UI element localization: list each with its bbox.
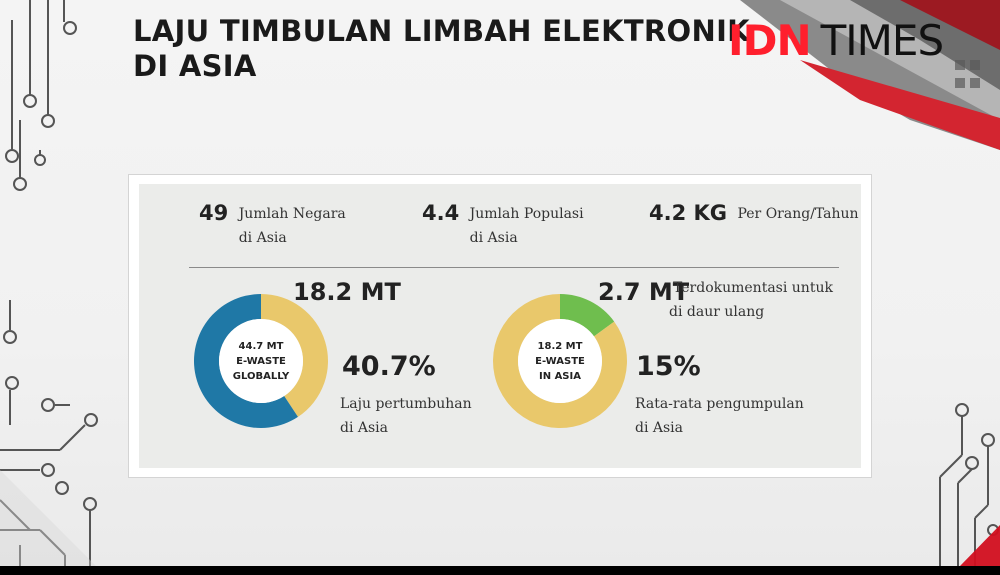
stat-label: Jumlah Populasi di Asia <box>470 202 584 250</box>
stat-label: Jumlah Negara di Asia <box>239 202 346 250</box>
page-title: LAJU TIMBULAN LIMBAH ELEKTRONIK DI ASIA <box>133 14 750 84</box>
donut-center-label: GLOBALLY <box>233 371 290 382</box>
stat-label-line-1: Per Orang/Tahun <box>737 206 859 222</box>
donut-center-label: E-WASTE <box>236 356 286 367</box>
stat-label-line-1: Jumlah Populasi <box>469 206 584 222</box>
donut-center-label: IN ASIA <box>539 371 581 382</box>
infographic-panel: 49 Jumlah Negara di Asia 4.4 Jumlah Popu… <box>139 184 861 468</box>
stat-label-line-2: di Asia <box>238 230 287 246</box>
title-line-2: DI ASIA <box>133 49 257 83</box>
desc-line-2: di Asia <box>340 420 389 436</box>
stat-label: Per Orang/Tahun <box>737 202 858 226</box>
idn-times-logo: IDN TIMES <box>728 16 944 66</box>
desc-line-1: Terdokumentasi untuk <box>673 280 833 296</box>
divider <box>189 267 839 268</box>
donut-callout-value: 18.2 MT <box>293 278 401 306</box>
desc-line-2: di Asia <box>635 420 684 436</box>
stat-label-line-1: Jumlah Negara <box>238 206 346 222</box>
stat-value: 49 <box>199 201 229 225</box>
logo-times: TIMES <box>820 16 944 65</box>
circuit-decoration-right <box>939 403 1000 566</box>
stat-value: 4.4 <box>422 201 460 225</box>
donut-percent-desc: Laju pertumbuhan di Asia <box>340 392 472 440</box>
donut-callout-desc: Terdokumentasi untuk di daur ulang <box>669 276 833 324</box>
infographic-card: 49 Jumlah Negara di Asia 4.4 Jumlah Popu… <box>128 174 872 478</box>
donut-hole <box>518 319 602 403</box>
corner-banner <box>740 0 1000 150</box>
stat-per-person: 4.2 KG Per Orang/Tahun <box>649 201 859 226</box>
donut-slice-0 <box>560 294 615 337</box>
desc-line-2: di daur ulang <box>669 304 765 320</box>
logo-idn: IDN <box>728 16 812 65</box>
donut-chart-asia: 18.2 MT E-WASTE IN ASIA <box>493 294 627 428</box>
stat-label-line-2: di Asia <box>469 230 518 246</box>
donut-slice-1 <box>493 294 627 428</box>
donut-center-label: 44.7 MT <box>239 341 284 352</box>
bottom-bar <box>0 566 1000 575</box>
donut-chart-global: 44.7 MT E-WASTE GLOBALLY <box>194 294 328 428</box>
donut-slice-0 <box>261 294 328 417</box>
stat-countries: 49 Jumlah Negara di Asia <box>199 201 346 250</box>
donut-percent-value: 15% <box>636 351 701 382</box>
desc-line-1: Rata-rata pengumpulan <box>635 396 804 412</box>
donut-percent-desc: Rata-rata pengumpulan di Asia <box>635 392 804 440</box>
title-line-1: LAJU TIMBULAN LIMBAH ELEKTRONIK <box>133 14 750 48</box>
circuit-decoration-left <box>0 0 98 566</box>
stat-value: 4.2 KG <box>649 201 728 225</box>
donut-slice-1 <box>194 294 298 428</box>
desc-line-1: Laju pertumbuhan <box>340 396 472 412</box>
stat-population: 4.4 Jumlah Populasi di Asia <box>422 201 584 250</box>
donut-callout-value: 2.7 MT <box>598 278 690 306</box>
donut-percent-value: 40.7% <box>342 351 436 382</box>
donut-center-label: 18.2 MT <box>538 341 583 352</box>
donut-hole <box>219 319 303 403</box>
donut-center-label: E-WASTE <box>535 356 585 367</box>
